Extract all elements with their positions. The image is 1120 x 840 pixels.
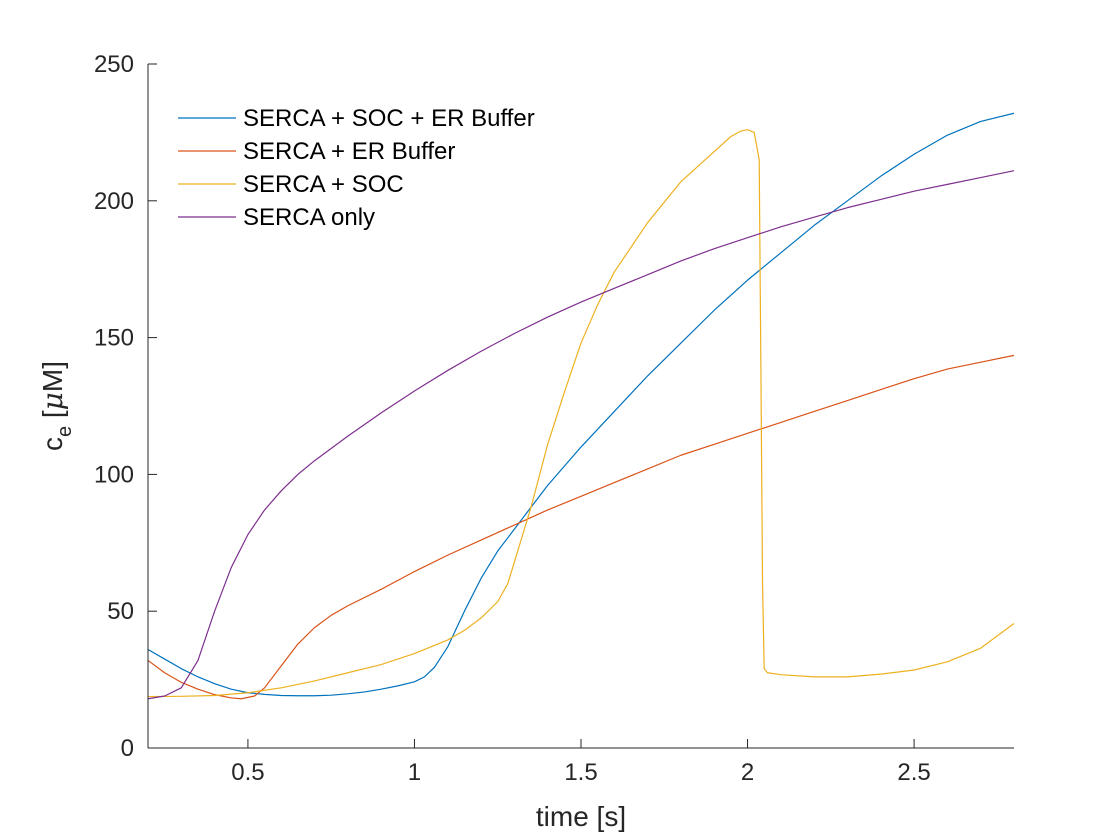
y-tick-label: 0: [121, 735, 134, 762]
y-axis-label-unit-open: [: [37, 410, 68, 426]
x-axis-label: time [s]: [536, 801, 626, 832]
x-tick-label: 0.5: [231, 759, 264, 786]
series-layer: [147, 112, 1015, 700]
y-tick-label: 100: [94, 461, 134, 488]
y-axis-label-unit-mu: μ: [36, 392, 69, 410]
y-axis-label-subscript: e: [54, 426, 76, 437]
y-tick-label: 250: [94, 51, 134, 78]
y-tick-label: 50: [107, 598, 134, 625]
y-axis-label-unit-rest: M]: [37, 361, 68, 392]
legend: SERCA + SOC + ER Buffer SERCA + ER Buffer…: [178, 105, 535, 231]
y-axis-label-base: c: [37, 437, 68, 451]
legend-label-2: SERCA + ER Buffer: [243, 138, 455, 165]
y-tick-label: 150: [94, 325, 134, 352]
series-line-3: [147, 129, 1015, 698]
series-line-2: [147, 354, 1015, 700]
y-ticks: 0 50 100 150 200 250: [94, 51, 157, 762]
series-line-1: [147, 112, 1015, 697]
y-tick-label: 200: [94, 188, 134, 215]
x-tick-label: 1: [408, 759, 421, 786]
x-tick-label: 2: [741, 759, 754, 786]
y-axis-label: ce [μM]: [36, 361, 76, 451]
legend-label-3: SERCA + SOC: [243, 171, 404, 198]
plot-background: [148, 64, 1014, 748]
series-line-4: [147, 170, 1015, 700]
x-ticks: 0.5 1 1.5 2 2.5: [231, 739, 931, 786]
svg-text:ce [μM]: ce [μM]: [36, 361, 76, 451]
x-tick-label: 2.5: [897, 759, 930, 786]
legend-label-1: SERCA + SOC + ER Buffer: [243, 105, 535, 132]
legend-label-4: SERCA only: [243, 204, 375, 231]
x-tick-label: 1.5: [564, 759, 597, 786]
